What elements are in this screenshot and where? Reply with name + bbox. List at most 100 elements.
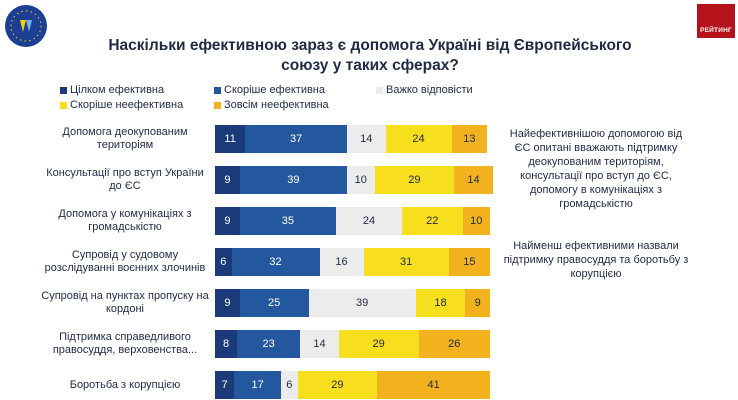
bar-segment: 9 [215,289,240,317]
note-most-effective: Найефективнішою допомогою від ЄС опитані… [509,128,683,210]
legend-label: Зовсім неефективна [224,99,329,111]
bar-segment: 6 [281,371,298,399]
bar-segment: 24 [385,125,452,153]
bar-value-label: 14 [467,174,480,186]
rating-logo-text: РЕЙТИНГ [700,27,732,34]
bar-value-label: 9 [224,174,231,186]
legend-item: Важко відповісти [376,84,473,96]
legend-item: Цілком ефективна [60,84,164,96]
bar-segment: 9 [215,207,240,235]
bar-value-label: 29 [372,338,385,350]
bar-value-label: 31 [400,256,413,268]
rating-logo: РЕЙТИНГ [697,4,735,38]
bar-value-label: 32 [269,256,282,268]
row-label: Супровід у судовому розслідуванні воєнни… [44,249,206,274]
bar-value-label: 37 [290,133,303,145]
bar-value-label: 13 [463,133,476,145]
bar-value-label: 17 [251,379,264,391]
bar-segment: 17 [234,371,281,399]
bar-segment: 7 [215,371,235,399]
row-label: Боротьба з корупцією [69,378,181,391]
legend-label: Цілком ефективна [70,84,165,96]
legend-item: Скоріше неефективна [60,99,183,111]
bar-segment: 22 [402,207,463,235]
bar-segment: 14 [347,125,386,153]
bar-value-label: 14 [360,133,373,145]
bar-value-label: 18 [434,297,447,309]
bar-segment: 14 [300,330,339,358]
chart-title: Наскільки ефективною зараз є допомога Ук… [60,36,680,76]
bar-segment: 24 [336,207,402,235]
bar-segment: 39 [239,166,347,194]
bar-segment: 41 [377,371,490,399]
bar-value-label: 10 [470,215,483,227]
bar-value-label: 35 [281,215,294,227]
bar-value-label: 9 [224,297,231,309]
bar-segment: 26 [418,330,490,358]
bar-value-label: 24 [412,133,425,145]
row-label: Супровід на пунктах пропуску на кордоні [41,290,209,315]
eu-logo [4,4,48,48]
bar-value-label: 9 [474,297,481,309]
bar-value-label: 41 [427,379,440,391]
bar-value-label: 14 [313,338,326,350]
bar-segment: 25 [239,289,309,317]
bar-value-label: 6 [220,256,227,268]
legend-label: Скоріше ефективна [224,84,325,96]
legend-swatch [60,101,67,109]
bar-segment: 37 [245,125,347,153]
bar-value-label: 10 [354,174,367,186]
bar-value-label: 16 [335,256,348,268]
bar-segment: 14 [454,166,493,194]
bar-value-label: 9 [224,215,231,227]
bar-segment: 35 [239,207,336,235]
row-label: Консультації про вступ України до ЄС [46,167,204,192]
bar-value-label: 24 [362,215,376,227]
row-label: Допомога у комунікаціях з громадськістю [58,208,192,233]
legend-item: Скоріше ефективна [214,84,325,96]
bar-value-label: 15 [463,256,476,268]
bar-value-label: 29 [408,174,421,186]
bar-segment: 11 [215,125,246,153]
legend-swatch [214,86,221,94]
note-least-effective: Найменш ефективними назвали підтримку пр… [503,240,689,280]
legend: Цілком ефективна Скоріше ефективна Важко… [0,84,738,114]
bar-value-label: 39 [356,297,369,309]
bar-value-label: 22 [426,215,439,227]
legend-swatch [214,101,221,109]
bar-segment: 29 [374,166,455,194]
bar-segment: 31 [363,248,449,276]
bar-segment: 23 [237,330,301,358]
row-label: Підтримка справедливого правосуддя, верх… [52,331,198,356]
legend-swatch [376,86,383,94]
bar-segment: 9 [215,166,240,194]
legend-swatch [60,86,67,94]
bar-segment: 8 [215,330,237,358]
bar-value-label: 26 [448,338,461,350]
bar-segment: 39 [308,289,416,317]
bar-segment: 13 [451,125,488,153]
bar-segment: 9 [465,289,490,317]
bar-segment: 18 [415,289,466,317]
bar-value-label: 6 [286,379,293,391]
bar-segment: 15 [448,248,490,276]
bar-segment: 32 [231,248,320,276]
chart-title-line-2: союзу у таких сферах? [281,57,459,74]
bar-segment: 10 [347,166,375,194]
bar-value-label: 8 [222,338,230,350]
bar-value-label: 29 [331,379,344,391]
bar-value-label: 11 [224,133,236,145]
bar-value-label: 25 [268,297,281,309]
row-label: Допомога деокупованим територіям [62,126,188,151]
bar-value-label: 39 [287,174,300,186]
bar-value-label: 7 [221,379,228,391]
bar-segment: 29 [297,371,378,399]
bar-segment: 10 [462,207,490,235]
bar-segment: 6 [215,248,232,276]
legend-label: Скоріше неефективна [70,99,184,111]
bar-segment: 29 [338,330,419,358]
bar-value-label: 23 [262,338,275,350]
chart-title-line-1: Наскільки ефективною зараз є допомога Ук… [108,37,632,54]
legend-label: Важко відповісти [386,84,473,96]
legend-item: Зовсім неефективна [214,99,329,111]
